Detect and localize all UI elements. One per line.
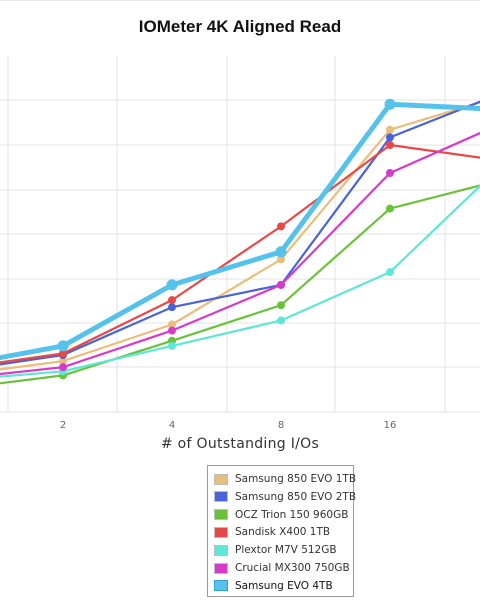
data-point: [277, 222, 285, 231]
x-tick-label: 8: [278, 420, 284, 431]
legend-swatch: [214, 526, 228, 538]
legend-swatch: [214, 473, 228, 485]
data-point: [59, 349, 67, 358]
data-point: [168, 341, 176, 350]
data-point: [166, 279, 178, 291]
x-tick-label: 2: [60, 420, 66, 431]
legend-swatch: [214, 491, 228, 503]
series-samsung-850-evo-1tb: [0, 101, 480, 371]
x-tick-label: 4: [169, 420, 175, 431]
data-point: [386, 133, 394, 142]
x-axis-label: # of Outstanding I/Os: [160, 436, 320, 452]
legend-label: Samsung 850 EVO 2TB: [235, 490, 357, 503]
data-point: [277, 301, 285, 310]
legend-swatch: [214, 580, 228, 592]
legend-item: Crucial MX300 750GB: [214, 560, 350, 576]
legend-item: Samsung EVO 4TB: [214, 578, 333, 594]
legend-label: Sandisk X400 1TB: [235, 526, 331, 539]
data-point: [386, 125, 394, 134]
data-point: [59, 363, 67, 372]
data-point: [386, 169, 394, 177]
series-plextor-m7v-512gb: [0, 184, 480, 378]
legend-label: OCZ Trion 150 960GB: [235, 508, 349, 521]
series-line: [0, 143, 480, 364]
data-point: [386, 141, 394, 149]
data-point: [168, 320, 176, 329]
legend-item: Sandisk X400 1TB: [214, 524, 330, 540]
legend-label: Plextor M7V 512GB: [235, 544, 337, 557]
legend-item: Samsung 850 EVO 1TB: [214, 471, 356, 487]
series-lines: [0, 98, 480, 385]
series-line: [0, 184, 480, 385]
series-samsung-evo-4tb: [0, 98, 480, 361]
data-point: [168, 303, 176, 312]
grid-lines: [0, 56, 480, 413]
data-point: [386, 204, 394, 213]
data-point: [59, 357, 67, 366]
legend-item: OCZ Trion 150 960GB: [214, 507, 348, 523]
series-line: [0, 131, 480, 376]
legend-swatch: [214, 562, 228, 574]
data-point: [277, 280, 285, 289]
data-point: [277, 255, 285, 264]
series-line: [0, 101, 480, 371]
legend-label: Crucial MX300 750GB: [235, 562, 350, 574]
legend-label: Samsung EVO 4TB: [235, 579, 333, 592]
chart-title: IOMeter 4K Aligned Read: [138, 17, 342, 36]
x-tick-label: 16: [384, 420, 397, 431]
data-point: [168, 326, 176, 335]
data-point: [277, 316, 285, 325]
x-axis: 2 4 8 16: [60, 420, 397, 431]
legend-item: Samsung 850 EVO 2TB: [214, 489, 356, 505]
data-point: [57, 340, 69, 352]
data-point: [386, 268, 394, 277]
series-crucial-mx300-750gb: [0, 131, 480, 376]
series-line: [0, 100, 480, 366]
series-line: [0, 101, 480, 361]
legend-item: Plextor M7V 512GB: [214, 542, 337, 558]
data-point: [384, 98, 396, 110]
data-point: [275, 246, 287, 258]
legend-swatch: [214, 544, 228, 556]
legend-swatch: [214, 509, 228, 521]
series-samsung-850-evo-2tb: [0, 100, 480, 366]
legend: Samsung 850 EVO 1TB Samsung 850 EVO 2TB OC…: [207, 465, 356, 597]
legend-label: Samsung 850 EVO 1TB: [235, 473, 357, 485]
data-point: [168, 296, 176, 305]
series-line: [0, 184, 480, 378]
series-sandisk-x400-1tb: [0, 141, 480, 364]
